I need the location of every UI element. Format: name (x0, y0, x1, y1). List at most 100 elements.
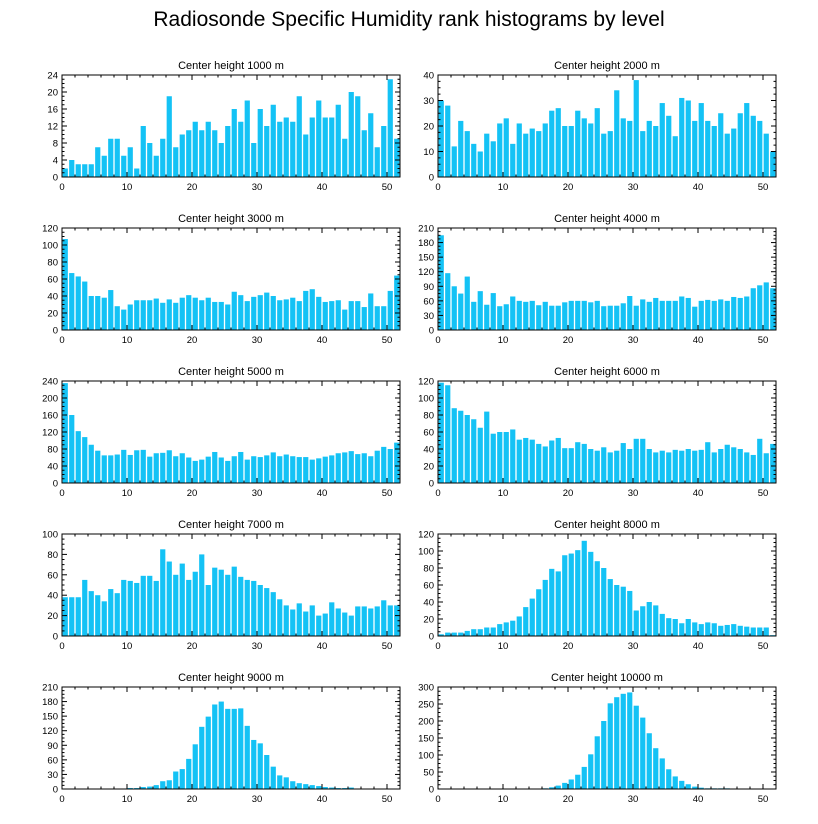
histogram-bar (523, 607, 529, 636)
y-tick-label: 20 (47, 611, 58, 622)
histogram-bar (387, 605, 393, 636)
histogram-bar (549, 110, 555, 177)
panel-title: Center height 6000 m (554, 366, 660, 378)
histogram-bar (698, 103, 704, 177)
histogram-bar (225, 708, 231, 789)
histogram-bar (471, 419, 477, 483)
y-tick-label: 160 (42, 411, 58, 422)
histogram-bar (160, 452, 166, 483)
histogram-bar (718, 449, 724, 483)
x-tick-label: 40 (693, 335, 704, 346)
histogram-bar (277, 121, 283, 177)
histogram-bar (88, 591, 94, 636)
histogram-bar (490, 141, 496, 177)
figure-title: Radiosonde Specific Humidity rank histog… (153, 8, 665, 31)
histogram-bar (698, 300, 704, 330)
histogram-bar (477, 291, 483, 330)
histogram-bar (212, 130, 218, 177)
y-tick-label: 80 (423, 564, 434, 575)
histogram-bar (737, 297, 743, 330)
histogram-bar (588, 449, 594, 483)
histogram-bar (225, 126, 231, 177)
histogram-bar (244, 301, 250, 330)
y-tick-label: 100 (42, 530, 58, 541)
y-tick-label: 90 (47, 741, 58, 752)
histogram-bar (368, 113, 374, 177)
panel-title: Center height 4000 m (554, 213, 660, 225)
y-tick-label: 120 (418, 377, 434, 388)
histogram-panel-8: Center height 8000 m 0 10 20 30 40 50 0 20 40 60 80… (418, 519, 777, 652)
histogram-bar (672, 449, 678, 483)
x-tick-label: 50 (382, 641, 393, 652)
histogram-bar (497, 123, 503, 177)
histogram-bar (342, 309, 348, 330)
histogram-bar (316, 100, 322, 177)
y-tick-label: 0 (429, 632, 434, 643)
histogram-bar (451, 146, 457, 177)
histogram-bar (692, 120, 698, 177)
x-tick-label: 40 (317, 794, 328, 805)
histogram-bar (679, 97, 685, 177)
histogram-bar (542, 579, 548, 636)
histogram-bar (471, 629, 477, 636)
histogram-bar (646, 602, 652, 636)
histogram-bar (601, 447, 607, 483)
histogram-panel-6: Center height 6000 m 0 10 20 30 40 50 0 20 40 60 80… (418, 366, 777, 499)
histogram-bar (134, 582, 140, 636)
histogram-bar (270, 104, 276, 177)
histogram-bar (166, 96, 172, 177)
histogram-bar (653, 605, 659, 636)
y-tick-label: 0 (53, 785, 58, 796)
histogram-bar (620, 303, 626, 330)
histogram-bar (614, 697, 620, 789)
histogram-bar (568, 553, 574, 636)
histogram-bar (309, 785, 315, 789)
histogram-bar (542, 301, 548, 330)
histogram-bar (127, 147, 133, 177)
histogram-bar (264, 126, 270, 177)
histogram-bar (627, 120, 633, 177)
histogram-bar (562, 126, 568, 177)
histogram-bar (160, 549, 166, 636)
y-tick-label: 80 (423, 411, 434, 422)
histogram-bar (594, 561, 600, 636)
histogram-bar (153, 580, 159, 636)
histogram-bar (296, 783, 302, 789)
histogram-bar (290, 456, 296, 483)
histogram-bar (724, 300, 730, 330)
y-tick-label: 50 (423, 768, 434, 779)
histogram-bar (711, 452, 717, 483)
histogram-bar (62, 597, 68, 636)
histogram-bar (692, 622, 698, 636)
histogram-panel-1: Center height 1000 m 0 10 20 30 40 50 0 4 8 12 16 20… (47, 60, 401, 193)
histogram-bar (238, 451, 244, 483)
histogram-bar (88, 444, 94, 483)
y-tick-label: 30 (47, 770, 58, 781)
x-tick-label: 30 (628, 335, 639, 346)
histogram-bar (173, 147, 179, 177)
histogram-bar (750, 627, 756, 636)
histogram-bar (75, 597, 81, 636)
histogram-panel-3: Center height 3000 m 0 10 20 30 40 50 0 20 40 60 80… (42, 213, 401, 346)
histogram-bar (322, 787, 328, 789)
histogram-bar (555, 305, 561, 330)
x-tick-label: 10 (498, 794, 509, 805)
histogram-bar (381, 446, 387, 483)
histogram-bar (303, 784, 309, 789)
histogram-bar (75, 164, 81, 177)
histogram-bar (205, 585, 211, 636)
histogram-bar (510, 296, 516, 330)
x-tick-label: 10 (122, 488, 133, 499)
histogram-bar (329, 117, 335, 177)
histogram-bar (529, 439, 535, 483)
y-tick-label: 20 (47, 88, 58, 99)
x-tick-label: 40 (693, 182, 704, 193)
histogram-bar (666, 115, 672, 177)
y-tick-label: 60 (47, 755, 58, 766)
histogram-bar (718, 299, 724, 330)
histogram-bar (445, 385, 451, 483)
histogram-bar (562, 302, 568, 330)
x-tick-label: 30 (252, 794, 263, 805)
histogram-bar (770, 151, 776, 177)
